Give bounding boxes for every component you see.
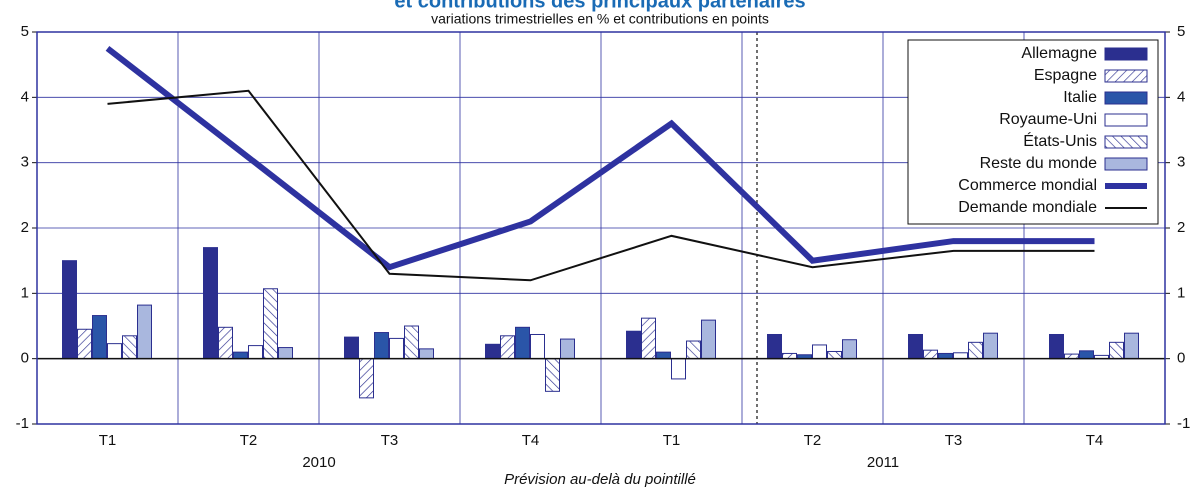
line (107, 89, 1095, 282)
bar (500, 335, 515, 360)
y-tick-label: 2 (21, 219, 29, 236)
plot-frame (36, 31, 1166, 425)
legend-label: Royaume-Uni (999, 111, 1097, 128)
bar (626, 330, 641, 360)
bar (278, 347, 293, 360)
bar (641, 317, 656, 360)
y2-tick-label: 2 (1177, 219, 1185, 236)
bar (953, 352, 968, 360)
y2-tick-label: 5 (1177, 23, 1185, 40)
legend-label: Demande mondiale (958, 199, 1097, 216)
x-tick-label: T2 (804, 432, 822, 449)
y-tick-label: 5 (21, 23, 29, 40)
bar (485, 343, 500, 360)
bar (782, 352, 797, 360)
bar (62, 260, 77, 360)
legend-swatch (1104, 47, 1148, 61)
bar (203, 247, 218, 360)
line (105, 45, 1095, 271)
legend-label: Espagne (1034, 67, 1097, 84)
y-tick-label: 1 (21, 284, 29, 301)
bar (530, 333, 545, 360)
bar (344, 336, 359, 360)
bar (1079, 350, 1094, 360)
bar (137, 304, 152, 360)
bar (923, 349, 938, 360)
bar (767, 333, 782, 360)
y2-tick-label: 0 (1177, 350, 1185, 367)
x-tick-label: T3 (381, 432, 399, 449)
chart-title: et contributions des principaux partenai… (394, 0, 805, 12)
bar (77, 328, 92, 360)
bar (233, 351, 248, 360)
bar (812, 344, 827, 360)
bar (515, 326, 530, 360)
x-tick-label: T4 (522, 432, 540, 449)
bar (545, 358, 560, 392)
bar (107, 343, 122, 360)
bar (983, 332, 998, 360)
x-tick-label: T3 (945, 432, 963, 449)
y2-tick-label: 4 (1177, 88, 1185, 105)
y2-tick-label: 3 (1177, 154, 1185, 171)
y-tick-label: 3 (21, 154, 29, 171)
bar (404, 325, 419, 360)
bar (1049, 333, 1064, 360)
x-tick-label: T1 (99, 432, 117, 449)
bar (1109, 341, 1124, 360)
x-tick-label: T4 (1086, 432, 1104, 449)
bar (92, 315, 107, 360)
legend-label: États-Unis (1023, 131, 1097, 150)
y-tick-label: 0 (21, 350, 29, 367)
bar (1124, 332, 1139, 360)
bar (701, 319, 716, 360)
legend-label: Italie (1063, 89, 1097, 106)
bar (968, 341, 983, 360)
bar (671, 358, 686, 380)
bar (656, 351, 671, 360)
x-tick-label: T2 (240, 432, 258, 449)
legend-swatch (1104, 157, 1148, 171)
bar (359, 358, 374, 399)
y2-tick-label: -1 (1177, 415, 1190, 432)
bar (686, 340, 701, 360)
bar (374, 332, 389, 360)
x-tick-label: T1 (663, 432, 681, 449)
bar (908, 333, 923, 360)
legend-swatch (1104, 91, 1148, 105)
legend-swatch (1104, 135, 1148, 149)
year-label: 2011 (867, 454, 899, 471)
y-tick-label: -1 (16, 415, 29, 432)
year-label: 2010 (302, 454, 335, 471)
legend-label: Allemagne (1021, 45, 1097, 62)
bar (560, 338, 575, 360)
legend-label: Commerce mondial (958, 177, 1097, 194)
note: Prévision au-delà du pointillé (504, 471, 696, 488)
bar (827, 350, 842, 360)
bar (389, 337, 404, 360)
bar (842, 339, 857, 360)
bar (938, 352, 953, 360)
y2-tick-label: 1 (1177, 284, 1185, 301)
legend-label: Reste du monde (980, 155, 1098, 172)
bar (218, 326, 233, 360)
bar (419, 348, 434, 360)
y-tick-label: 4 (21, 88, 29, 105)
chart-subtitle: variations trimestrielles en % et contri… (431, 11, 769, 27)
legend-swatch (1104, 69, 1148, 83)
bar (248, 345, 263, 360)
legend-swatch (1104, 113, 1148, 127)
bar (263, 288, 278, 360)
bar (122, 335, 137, 360)
